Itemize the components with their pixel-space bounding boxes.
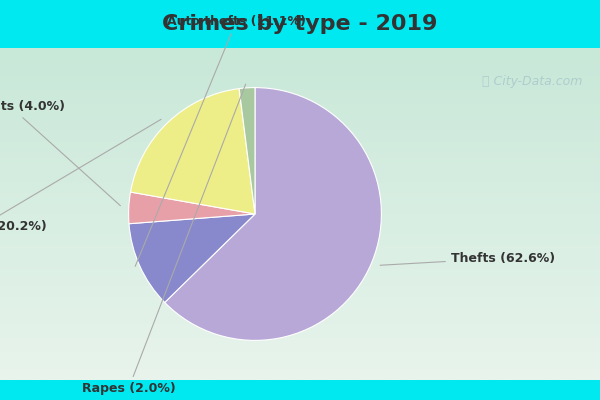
Wedge shape (131, 88, 255, 214)
Text: ⓘ City-Data.com: ⓘ City-Data.com (482, 74, 582, 88)
Wedge shape (128, 192, 255, 224)
Wedge shape (129, 214, 255, 302)
Text: Thefts (62.6%): Thefts (62.6%) (380, 252, 555, 265)
Text: Rapes (2.0%): Rapes (2.0%) (82, 84, 245, 395)
Text: Burglaries (20.2%): Burglaries (20.2%) (0, 119, 161, 233)
Wedge shape (165, 88, 382, 340)
Text: Crimes by type - 2019: Crimes by type - 2019 (163, 14, 437, 34)
Text: Auto thefts (11.1%): Auto thefts (11.1%) (135, 15, 305, 266)
Text: Assaults (4.0%): Assaults (4.0%) (0, 100, 121, 206)
Wedge shape (239, 88, 255, 214)
